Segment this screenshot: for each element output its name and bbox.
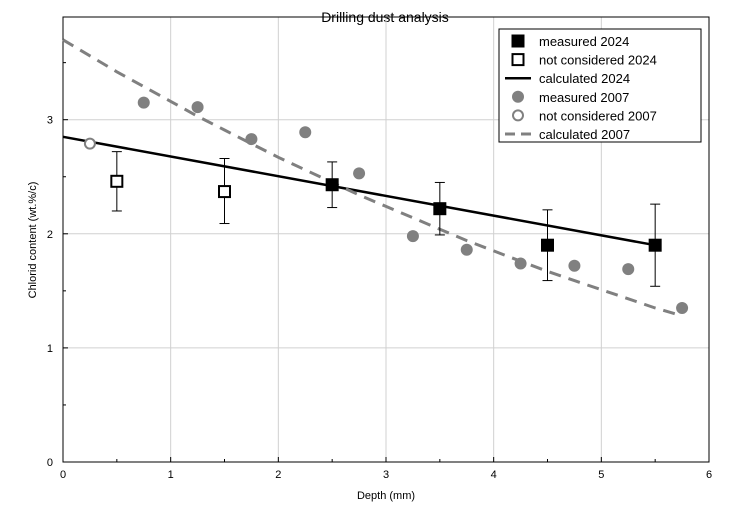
- series: [62, 38, 689, 318]
- legend-not-considered-2007-swatch: [512, 109, 524, 122]
- y-tick-label: 0: [47, 457, 53, 469]
- legend: measured 2024 not considered 2024 calculat…: [498, 28, 702, 143]
- grid: [63, 17, 709, 462]
- legend-calculated-2007-label: calculated 2007: [539, 127, 630, 142]
- measured-2007-point: [245, 133, 258, 146]
- y-tick-label: 2: [47, 229, 53, 241]
- x-axis-label: Depth (mm): [357, 490, 415, 502]
- y-tick-label: 1: [47, 343, 53, 355]
- legend-not-considered-2007-label: not considered 2007: [539, 108, 657, 123]
- calculated-2007-line: [62, 38, 683, 318]
- measured-2024-point: [541, 238, 554, 252]
- measured-2007-point: [460, 243, 473, 256]
- x-tick-label: 2: [275, 469, 281, 481]
- legend-not-considered-2024-label: not considered 2024: [539, 53, 657, 68]
- measured-2024-point: [433, 202, 447, 216]
- legend-measured-2007-label: measured 2007: [539, 90, 629, 105]
- x-tick-label: 5: [598, 469, 604, 481]
- not-considered-2024-point: [218, 185, 231, 199]
- legend-box: [498, 28, 702, 143]
- x-tick-label: 1: [168, 469, 174, 481]
- x-tick-label: 6: [706, 469, 712, 481]
- measured-2007-point: [676, 301, 689, 314]
- legend-not-considered-2024-swatch: [511, 53, 525, 67]
- y-axis-label: Chlorid content (wt.%/c): [27, 182, 39, 299]
- legend-measured-2007-swatch: [512, 90, 524, 103]
- not-considered-2007-point: [83, 137, 96, 150]
- x-tick-label: 0: [60, 469, 66, 481]
- calculated-2024-line: [62, 135, 656, 247]
- measured-2007-point: [299, 126, 312, 139]
- legend-measured-2024-swatch: [511, 34, 525, 48]
- legend-calculated-2024-label: calculated 2024: [539, 71, 630, 86]
- not-considered-2024-point: [110, 174, 124, 188]
- x-tick-label: 4: [491, 469, 497, 481]
- ticks: 0 1 2 3 4 5 6 0 1 2 3: [47, 62, 712, 481]
- measured-2007-point: [137, 96, 150, 109]
- measured-2007-point: [514, 257, 527, 270]
- measured-2007-point: [406, 230, 419, 243]
- y-tick-label: 3: [47, 115, 53, 127]
- measured-2024-point: [325, 178, 339, 192]
- legend-measured-2024-label: measured 2024: [539, 34, 629, 49]
- measured-2007-point: [568, 259, 581, 272]
- measured-2007-point: [353, 167, 366, 180]
- measured-2024-point: [648, 238, 662, 252]
- measured-2007-point: [622, 263, 635, 276]
- x-tick-label: 3: [383, 469, 389, 481]
- measured-2007-point: [191, 101, 204, 114]
